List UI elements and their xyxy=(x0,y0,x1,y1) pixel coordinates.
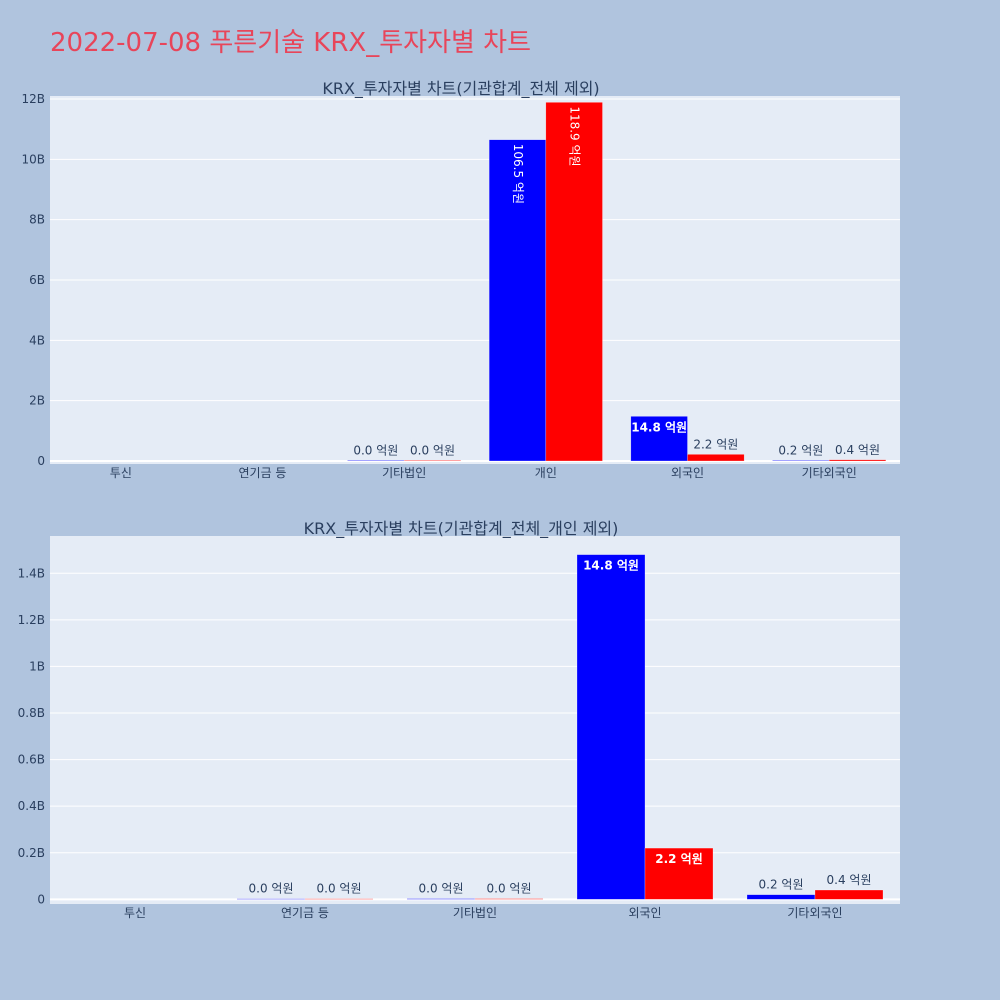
y-tick-label: 2B xyxy=(29,394,45,408)
bar-label: 118.9 억원 xyxy=(568,106,582,166)
bar-label: 0.2 억원 xyxy=(759,878,804,892)
bar xyxy=(474,898,544,900)
chart-2: 0 0.2B 0.4B 0.6B 0.8B 1B 1.2B 1.4B KRX_투자자별 차트(기… xyxy=(18,519,900,920)
bar xyxy=(347,460,405,462)
bar-label: 0.0 억원 xyxy=(487,882,532,896)
bar-label: 2.2 억원 xyxy=(693,437,738,451)
x-tick-label: 기타외국인 xyxy=(802,466,857,480)
bar-label: 106.5 억원 xyxy=(511,144,525,204)
bar xyxy=(814,889,884,900)
bar xyxy=(403,460,462,462)
bar xyxy=(828,459,887,462)
bar xyxy=(772,460,830,462)
y-tick-label: 0 xyxy=(37,454,45,468)
bar xyxy=(746,894,816,900)
bar xyxy=(687,454,745,462)
chart-1: 0 2B 4B 6B 8B 10B 12B KRX_투자자별 차트(기관합계_전체 제외) 투신… xyxy=(21,79,900,480)
bar-label: 0.4 억원 xyxy=(827,873,872,887)
bar xyxy=(488,139,547,462)
bar xyxy=(236,898,306,900)
y-tick-label: 10B xyxy=(21,152,45,166)
y-tick-label: 0.8B xyxy=(18,706,45,720)
bar-label: 0.0 억원 xyxy=(249,882,294,896)
bar xyxy=(545,102,603,462)
y-tick-label: 0.4B xyxy=(18,799,45,813)
bar xyxy=(644,847,714,900)
x-tick-label: 외국인 xyxy=(671,466,704,480)
bar-label: 0.4 억원 xyxy=(835,443,880,457)
y-tick-label: 8B xyxy=(29,213,45,227)
bar xyxy=(630,416,688,462)
bar-label: 0.0 억원 xyxy=(353,443,398,457)
y-tick-label: 1.4B xyxy=(18,566,45,580)
bar xyxy=(304,898,374,900)
bar-label: 2.2 억원 xyxy=(655,852,703,866)
x-tick-label: 외국인 xyxy=(628,906,661,920)
x-tick-label: 기타법인 xyxy=(382,466,426,480)
x-tick-label: 투신 xyxy=(110,466,132,480)
bar-label: 0.0 억원 xyxy=(419,882,464,896)
x-tick-label: 개인 xyxy=(535,466,557,480)
y-tick-label: 4B xyxy=(29,333,45,347)
bar xyxy=(576,554,646,900)
page-title: 2022-07-08 푸른기술 KRX_투자자별 차트 xyxy=(50,28,532,58)
bar-label: 14.8 억원 xyxy=(631,420,687,434)
y-tick-label: 1B xyxy=(29,659,45,673)
y-tick-label: 12B xyxy=(21,92,45,106)
x-tick-label: 연기금 등 xyxy=(239,466,287,480)
y-tick-label: 0 xyxy=(37,892,45,906)
y-tick-label: 1.2B xyxy=(18,613,45,627)
y-tick-label: 0.2B xyxy=(18,846,45,860)
y-tick-label: 6B xyxy=(29,273,45,287)
bar-label: 0.0 억원 xyxy=(410,443,455,457)
x-tick-label: 기타외국인 xyxy=(787,906,842,920)
plot-area xyxy=(50,536,900,904)
bar xyxy=(406,898,476,900)
bar-label: 0.0 억원 xyxy=(317,882,362,896)
x-tick-label: 연기금 등 xyxy=(281,906,329,920)
chart-title: KRX_투자자별 차트(기관합계_전체_개인 제외) xyxy=(304,519,619,539)
bar-label: 14.8 억원 xyxy=(583,559,639,573)
y-tick-label: 0.6B xyxy=(18,753,45,767)
x-tick-label: 투신 xyxy=(124,906,146,920)
chart-title: KRX_투자자별 차트(기관합계_전체 제외) xyxy=(322,79,599,99)
x-tick-label: 기타법인 xyxy=(453,906,497,920)
bar-label: 0.2 억원 xyxy=(778,443,823,457)
